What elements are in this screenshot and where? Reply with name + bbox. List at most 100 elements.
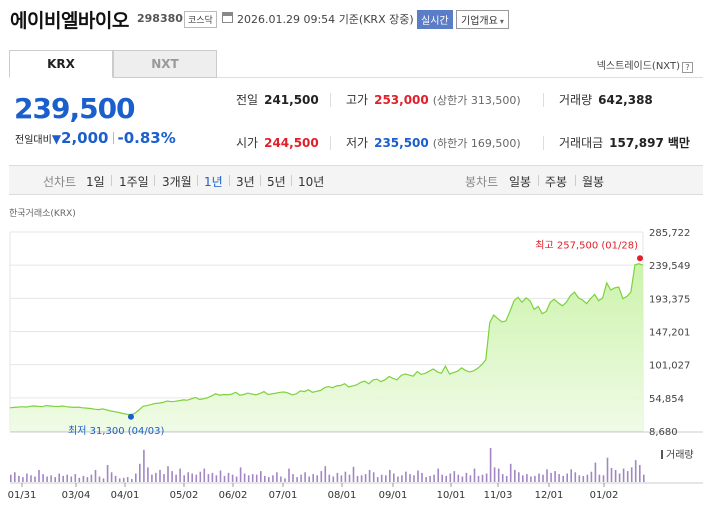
volume-bar	[546, 469, 548, 483]
volume-label: 거래량	[666, 449, 694, 461]
volume-bar	[457, 474, 460, 482]
candle-chart-label: 봉차트	[465, 175, 499, 189]
volume-bar	[437, 468, 439, 482]
volume-bar	[348, 474, 351, 482]
volume-bar	[58, 473, 60, 482]
high-annotation: 최고 257,500 (01/28)	[535, 239, 638, 251]
volume-bar	[122, 477, 125, 483]
period-3m[interactable]: 3개월	[162, 175, 192, 189]
volume-bar	[316, 475, 318, 482]
tab-nxt[interactable]: NXT	[113, 50, 217, 78]
candle-monthly[interactable]: 월봉	[582, 175, 605, 189]
period-1d[interactable]: 1일	[86, 175, 105, 189]
volume-bar	[219, 470, 222, 482]
high-marker	[637, 255, 643, 262]
volume-bar	[78, 477, 81, 483]
volume-bar	[54, 477, 56, 482]
volume-bar	[126, 477, 129, 482]
low-annotation: 최저 31,300 (04/03)	[68, 425, 164, 437]
volume-bar	[586, 474, 589, 482]
x-tick-label: 10/01	[437, 490, 466, 501]
volume-bar	[34, 476, 36, 482]
price-area	[10, 263, 643, 431]
candle-daily[interactable]: 일봉	[509, 175, 532, 189]
volume-bar	[46, 476, 48, 482]
volume-bar	[598, 474, 601, 482]
volume-bar	[223, 475, 226, 482]
price-chart: 285,722 239,549 193,375 147,201 101,027 54,85…	[8, 228, 703, 501]
realtime-button[interactable]: 실시간	[417, 10, 453, 29]
volume-bar	[477, 475, 480, 482]
volume-bar	[18, 475, 20, 482]
volume-bar	[50, 475, 52, 482]
volume-bar	[449, 473, 452, 482]
y-tick-label: 239,549	[649, 261, 690, 272]
volume-bar	[235, 476, 238, 482]
y-tick-label: 101,027	[649, 361, 690, 372]
volume-bar	[195, 474, 198, 482]
volume-bar	[255, 474, 258, 482]
volume-bar	[634, 460, 637, 482]
x-tick-label: 12/01	[535, 490, 564, 501]
volume-bar	[461, 476, 464, 482]
period-5y[interactable]: 5년	[267, 175, 286, 189]
period-1w[interactable]: 1주일	[119, 175, 149, 189]
volume-bar	[409, 474, 411, 482]
volume-bar	[183, 475, 185, 482]
volume-bar	[413, 475, 415, 482]
market-badge: 코스닥	[184, 11, 217, 28]
company-info-dropdown[interactable]: 기업개요	[456, 10, 509, 29]
volume-bar	[518, 472, 520, 482]
volume-bar	[288, 468, 290, 482]
volume-bar	[522, 475, 524, 482]
volume-bar	[70, 476, 73, 482]
volume-bar	[82, 475, 85, 482]
candle-weekly[interactable]: 주봉	[545, 175, 568, 189]
volume-bar	[231, 474, 234, 482]
volume-bar	[421, 472, 423, 482]
volume-bar	[562, 475, 564, 482]
volume-bar	[38, 469, 40, 482]
price-line	[9, 263, 644, 416]
volume-bar	[131, 479, 133, 482]
volume-bar	[179, 468, 181, 482]
volume-bar	[622, 468, 625, 482]
period-3y[interactable]: 3년	[236, 175, 255, 189]
volume-bar	[344, 471, 347, 482]
tab-krx[interactable]: KRX	[9, 50, 113, 78]
period-10y[interactable]: 10년	[298, 175, 325, 189]
help-icon[interactable]: ?	[682, 62, 693, 73]
volume-bar	[570, 469, 572, 483]
volume-bar	[163, 474, 165, 482]
volume-bar	[171, 471, 173, 482]
nxt-link[interactable]: 넥스트레이드(NXT)?	[597, 57, 693, 73]
volume-bar	[14, 472, 16, 482]
volume-bar	[538, 473, 540, 482]
current-price: 239,500	[14, 92, 136, 125]
volume-bar	[360, 475, 363, 482]
volume-bar	[243, 473, 246, 482]
volume-bar	[602, 475, 605, 482]
volume-bar	[251, 474, 254, 482]
volume-bar	[143, 449, 145, 482]
x-tick-label: 11/03	[484, 490, 513, 501]
volume-bar	[296, 477, 298, 482]
volume-bar	[530, 476, 532, 482]
volume-bar	[643, 474, 645, 482]
prev-close: 전일 241,500	[236, 93, 319, 107]
volume-bar	[151, 474, 153, 482]
period-selector: 선차트 1일 1주일 3개월 1년 3년 5년 10년 봉차트 일봉 주봉 월봉	[9, 165, 703, 195]
quote-datetime: 2026.01.29 09:54 기준(KRX 장중)	[237, 13, 414, 26]
volume-bar	[497, 468, 500, 482]
volume-bar	[280, 476, 282, 482]
volume-bar	[227, 472, 230, 482]
period-1y[interactable]: 1년	[204, 175, 223, 189]
x-tick-label: 04/01	[111, 490, 140, 501]
volume-bar	[429, 475, 431, 482]
volume-bar	[167, 466, 169, 482]
volume-bar	[207, 474, 210, 482]
trade-amount: 거래대금 157,897 백만	[559, 136, 690, 150]
volume-bar	[465, 472, 468, 482]
volume-bar	[380, 474, 383, 482]
change-percent: -0.83%	[117, 129, 176, 147]
